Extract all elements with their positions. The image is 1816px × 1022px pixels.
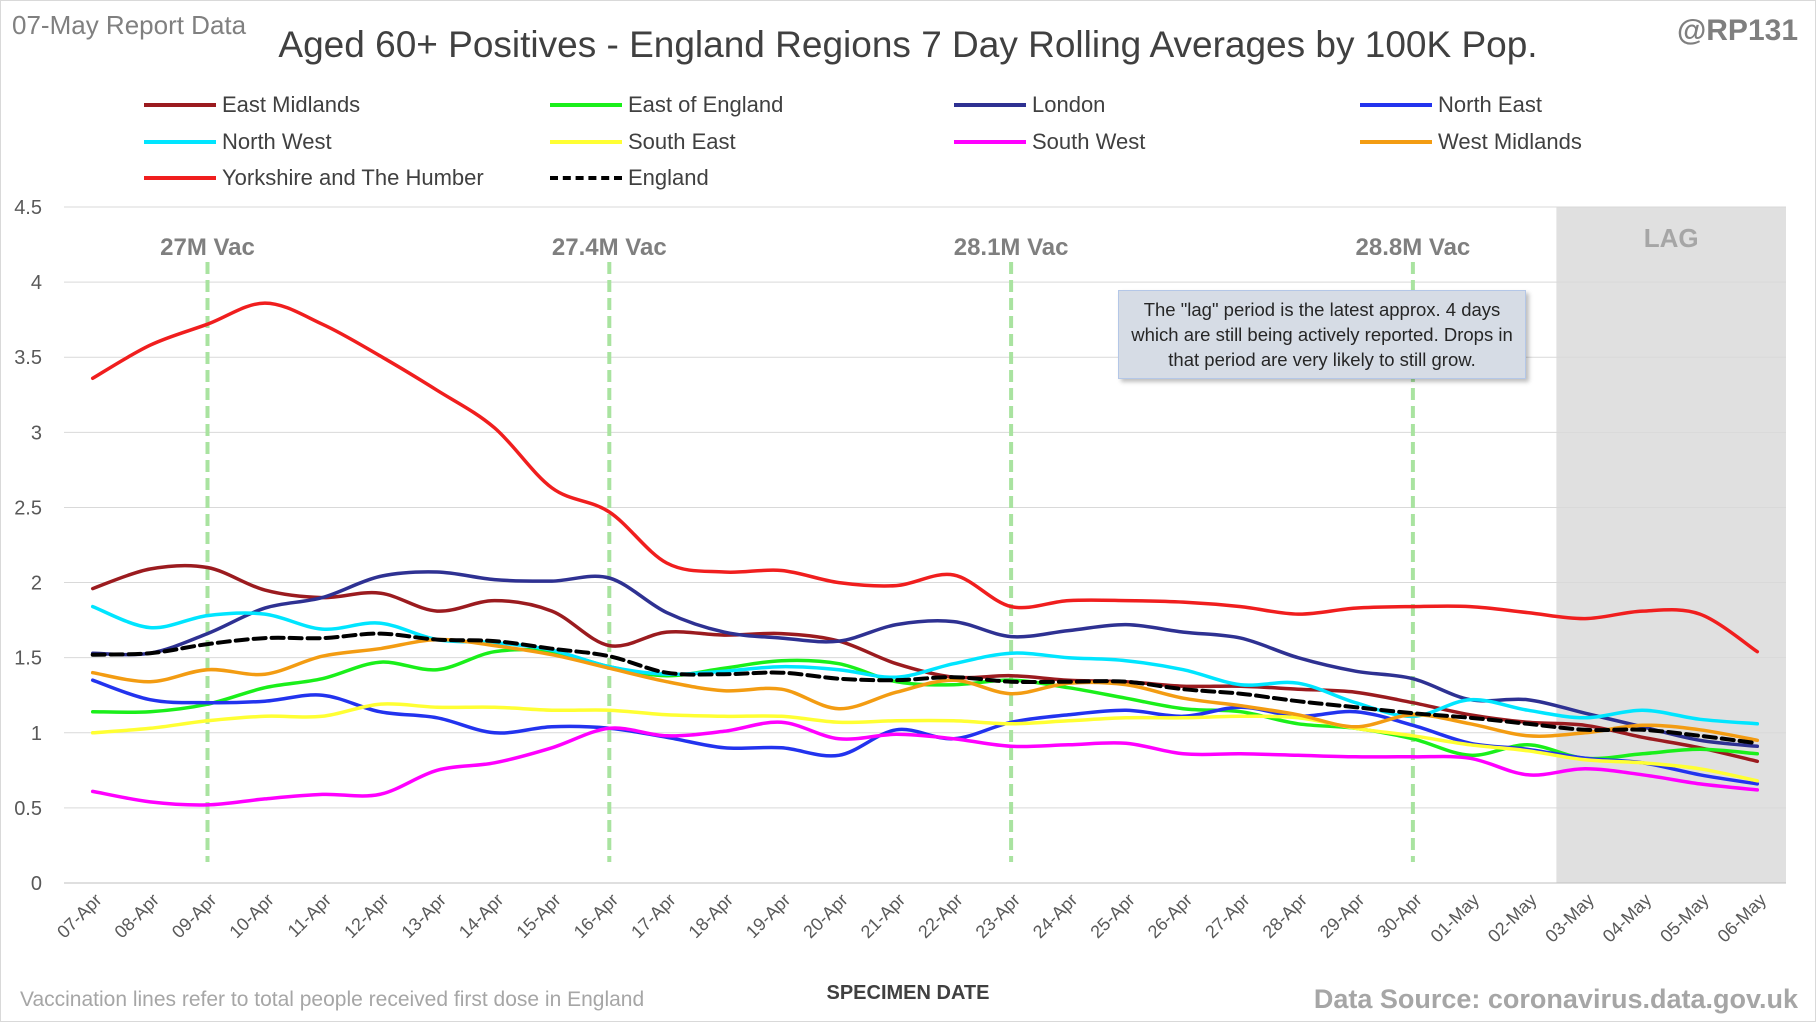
vaccination-label: 27.4M Vac bbox=[552, 234, 667, 261]
legend-swatch bbox=[550, 140, 622, 144]
legend-label: North East bbox=[1438, 92, 1542, 117]
legend-item: West Midlands bbox=[1360, 129, 1582, 155]
x-tick-label: 29-Apr bbox=[1316, 890, 1368, 942]
legend-swatch bbox=[550, 103, 622, 107]
x-tick-label: 19-Apr bbox=[742, 890, 794, 942]
vaccination-label: 28.1M Vac bbox=[954, 234, 1069, 261]
series-line-south-east bbox=[90, 702, 1760, 783]
x-tick-label: 13-Apr bbox=[398, 890, 450, 942]
y-tick-label: 3.5 bbox=[14, 347, 42, 369]
y-tick-label: 4 bbox=[31, 272, 42, 294]
x-tick-label: 11-Apr bbox=[284, 890, 335, 941]
chart-title: Aged 60+ Positives - England Regions 7 D… bbox=[278, 24, 1538, 65]
x-tick-label: 26-Apr bbox=[1144, 890, 1196, 942]
data-source: Data Source: coronavirus.data.gov.uk bbox=[1313, 984, 1798, 1014]
legend-swatch bbox=[144, 176, 216, 180]
legend-swatch bbox=[144, 140, 216, 144]
series-line-south-west bbox=[90, 720, 1760, 807]
series-line-west-midlands bbox=[90, 637, 1760, 743]
x-tick-label: 08-Apr bbox=[111, 890, 163, 942]
legend-swatch bbox=[144, 103, 216, 107]
legend-swatch bbox=[1360, 140, 1432, 144]
legend-label: London bbox=[1032, 92, 1106, 117]
y-tick-label: 3 bbox=[31, 422, 42, 444]
series-line-north-west bbox=[90, 604, 1760, 726]
legend-label: South West bbox=[1032, 129, 1146, 154]
x-axis-label: SPECIMEN DATE bbox=[826, 982, 990, 1004]
report-date: 07-May Report Data bbox=[12, 10, 247, 40]
legend-label: East Midlands bbox=[222, 92, 361, 117]
lag-label: LAG bbox=[1644, 223, 1699, 253]
legend-item: Yorkshire and The Humber bbox=[144, 165, 484, 191]
x-tick-label: 17-Apr bbox=[627, 890, 679, 942]
legend-label: East of England bbox=[628, 92, 784, 117]
legend-swatch bbox=[954, 103, 1026, 107]
legend-item: North East bbox=[1360, 92, 1542, 118]
x-tick-label: 23-Apr bbox=[972, 890, 1024, 942]
x-tick-label: 09-Apr bbox=[168, 890, 220, 942]
legend-label: England bbox=[628, 165, 709, 190]
legend-label: South East bbox=[628, 129, 736, 154]
legend-label: West Midlands bbox=[1438, 129, 1582, 154]
legend-item: South West bbox=[954, 129, 1145, 155]
legend-label: Yorkshire and The Humber bbox=[222, 165, 484, 190]
x-tick-label: 30-Apr bbox=[1373, 890, 1425, 942]
lag-note: The "lag" period is the latest approx. 4… bbox=[1118, 290, 1526, 379]
legend-swatch bbox=[550, 176, 622, 180]
x-tick-label: 02-May bbox=[1484, 890, 1541, 947]
y-tick-label: 0 bbox=[31, 873, 42, 895]
legend-item: South East bbox=[550, 129, 736, 155]
legend-label: North West bbox=[222, 129, 332, 154]
y-tick-label: 1 bbox=[31, 723, 42, 745]
y-tick-label: 2 bbox=[31, 573, 42, 595]
x-tick-label: 10-Apr bbox=[225, 890, 277, 942]
legend-swatch bbox=[954, 140, 1026, 144]
x-tick-label: 18-Apr bbox=[685, 890, 737, 942]
y-tick-label: 1.5 bbox=[14, 648, 42, 670]
legend-item: East Midlands bbox=[144, 92, 360, 118]
y-tick-label: 4.5 bbox=[14, 197, 42, 219]
x-tick-label: 20-Apr bbox=[799, 890, 851, 942]
x-tick-label: 16-Apr bbox=[570, 890, 622, 942]
series-line-england bbox=[90, 631, 1760, 746]
y-tick-label: 2.5 bbox=[14, 497, 42, 519]
author-handle: @RP131 bbox=[1677, 14, 1798, 47]
x-tick-label: 01-May bbox=[1427, 890, 1484, 947]
x-tick-label: 28-Apr bbox=[1259, 890, 1311, 942]
legend-item: England bbox=[550, 165, 709, 191]
x-tick-label: 05-May bbox=[1656, 890, 1713, 947]
vaccination-label: 28.8M Vac bbox=[1356, 234, 1471, 261]
series-line-yorkshire-and-the-humber bbox=[90, 301, 1760, 654]
y-tick-label: 0.5 bbox=[14, 798, 42, 820]
x-tick-label: 12-Apr bbox=[340, 890, 392, 942]
legend-item: East of England bbox=[550, 92, 783, 118]
legend-item: London bbox=[954, 92, 1105, 118]
x-tick-label: 25-Apr bbox=[1086, 890, 1138, 942]
x-tick-label: 06-May bbox=[1714, 890, 1771, 947]
x-tick-label: 15-Apr bbox=[512, 890, 564, 942]
legend-item: North West bbox=[144, 129, 332, 155]
x-tick-label: 27-Apr bbox=[1201, 890, 1253, 942]
vaccination-footnote: Vaccination lines refer to total people … bbox=[20, 988, 645, 1011]
x-tick-label: 22-Apr bbox=[914, 890, 966, 942]
legend-swatch bbox=[1360, 103, 1432, 107]
x-tick-label: 04-May bbox=[1599, 890, 1656, 947]
vaccination-label: 27M Vac bbox=[160, 234, 255, 261]
x-tick-label: 07-Apr bbox=[53, 890, 105, 942]
x-tick-label: 24-Apr bbox=[1029, 890, 1081, 942]
x-tick-label: 03-May bbox=[1541, 890, 1598, 947]
x-tick-label: 21-Apr bbox=[857, 890, 909, 942]
x-tick-label: 14-Apr bbox=[455, 890, 507, 942]
